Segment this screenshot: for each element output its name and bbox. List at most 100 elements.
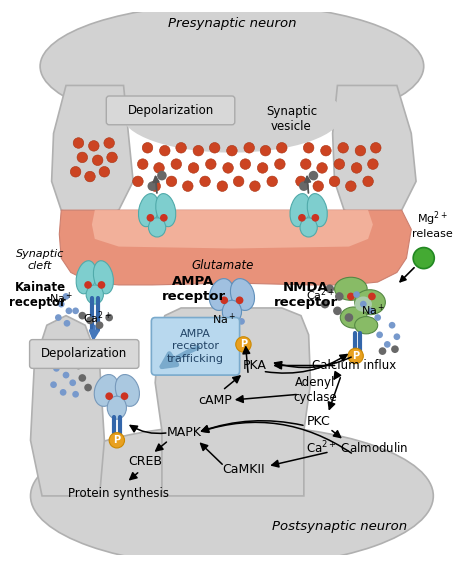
FancyBboxPatch shape	[30, 340, 139, 369]
Circle shape	[344, 313, 353, 322]
Ellipse shape	[76, 261, 96, 294]
Ellipse shape	[138, 193, 158, 227]
Circle shape	[63, 293, 69, 300]
Circle shape	[296, 176, 306, 187]
Circle shape	[334, 159, 344, 170]
Circle shape	[69, 379, 76, 386]
Circle shape	[379, 347, 386, 355]
Circle shape	[275, 159, 285, 170]
Circle shape	[92, 155, 103, 166]
Circle shape	[370, 142, 381, 153]
Circle shape	[53, 365, 60, 372]
Circle shape	[157, 171, 167, 180]
Circle shape	[368, 159, 378, 170]
Ellipse shape	[93, 261, 113, 294]
Text: P: P	[240, 340, 247, 349]
Ellipse shape	[209, 278, 233, 311]
Text: Na$^+$: Na$^+$	[212, 312, 237, 327]
Ellipse shape	[340, 307, 367, 328]
Circle shape	[353, 291, 360, 298]
Circle shape	[335, 292, 344, 301]
Circle shape	[391, 345, 399, 353]
Circle shape	[137, 159, 148, 170]
Circle shape	[238, 318, 245, 325]
Text: P: P	[113, 435, 121, 445]
Text: AMPA
receptor: AMPA receptor	[162, 275, 226, 303]
Circle shape	[363, 176, 374, 187]
Circle shape	[55, 314, 62, 321]
Circle shape	[107, 152, 117, 163]
Circle shape	[109, 433, 125, 448]
Circle shape	[75, 362, 82, 369]
Circle shape	[193, 145, 204, 156]
Text: Ca$^{2+}$: Ca$^{2+}$	[306, 286, 334, 303]
Circle shape	[338, 142, 349, 153]
Polygon shape	[92, 210, 373, 248]
Circle shape	[84, 281, 92, 289]
FancyBboxPatch shape	[106, 96, 235, 125]
Text: Presynaptic neuron: Presynaptic neuron	[168, 16, 296, 29]
Circle shape	[277, 142, 287, 153]
Text: Depolarization: Depolarization	[127, 104, 214, 117]
Circle shape	[72, 307, 79, 314]
Circle shape	[360, 301, 367, 307]
Circle shape	[63, 372, 69, 378]
Text: Adenyl
cyclase: Adenyl cyclase	[293, 376, 337, 404]
Circle shape	[258, 163, 268, 173]
Circle shape	[345, 181, 356, 192]
Ellipse shape	[307, 193, 327, 227]
Circle shape	[303, 142, 314, 153]
Text: PKC: PKC	[306, 414, 330, 428]
Circle shape	[236, 337, 251, 352]
Ellipse shape	[115, 375, 139, 407]
FancyBboxPatch shape	[152, 318, 240, 375]
Circle shape	[376, 332, 383, 338]
Circle shape	[223, 163, 233, 173]
Circle shape	[355, 145, 366, 156]
Ellipse shape	[355, 316, 378, 334]
Circle shape	[160, 214, 167, 222]
Text: NMDA
receptor: NMDA receptor	[274, 281, 338, 308]
Ellipse shape	[107, 396, 126, 419]
Ellipse shape	[355, 290, 385, 315]
Circle shape	[84, 384, 92, 391]
Ellipse shape	[148, 218, 166, 237]
Circle shape	[96, 321, 103, 329]
Circle shape	[347, 293, 355, 301]
Circle shape	[50, 382, 57, 388]
Circle shape	[233, 176, 244, 187]
Circle shape	[298, 214, 306, 222]
Circle shape	[374, 314, 381, 321]
Circle shape	[73, 138, 84, 149]
Circle shape	[333, 307, 342, 315]
Ellipse shape	[355, 297, 372, 312]
Circle shape	[98, 281, 105, 289]
Circle shape	[147, 214, 154, 222]
Polygon shape	[30, 316, 104, 496]
Circle shape	[105, 314, 113, 321]
Polygon shape	[155, 308, 311, 496]
Text: Glutamate: Glutamate	[191, 259, 253, 272]
Circle shape	[240, 159, 251, 170]
Circle shape	[72, 391, 79, 397]
Circle shape	[308, 171, 318, 180]
Ellipse shape	[30, 425, 433, 567]
Circle shape	[236, 297, 243, 304]
Circle shape	[66, 307, 72, 314]
Circle shape	[219, 318, 226, 325]
Text: MAPK: MAPK	[167, 426, 202, 439]
Circle shape	[329, 176, 340, 187]
Circle shape	[300, 159, 311, 170]
Circle shape	[312, 214, 319, 222]
Text: P: P	[352, 351, 359, 361]
Circle shape	[228, 321, 235, 328]
Circle shape	[89, 141, 99, 151]
Circle shape	[77, 152, 88, 163]
Ellipse shape	[290, 193, 310, 227]
Text: AMPA
receptor
trafficking: AMPA receptor trafficking	[167, 329, 224, 363]
Ellipse shape	[40, 4, 424, 129]
Circle shape	[227, 145, 237, 156]
Circle shape	[105, 392, 113, 400]
Circle shape	[78, 312, 86, 319]
Text: Protein synthesis: Protein synthesis	[68, 486, 169, 500]
